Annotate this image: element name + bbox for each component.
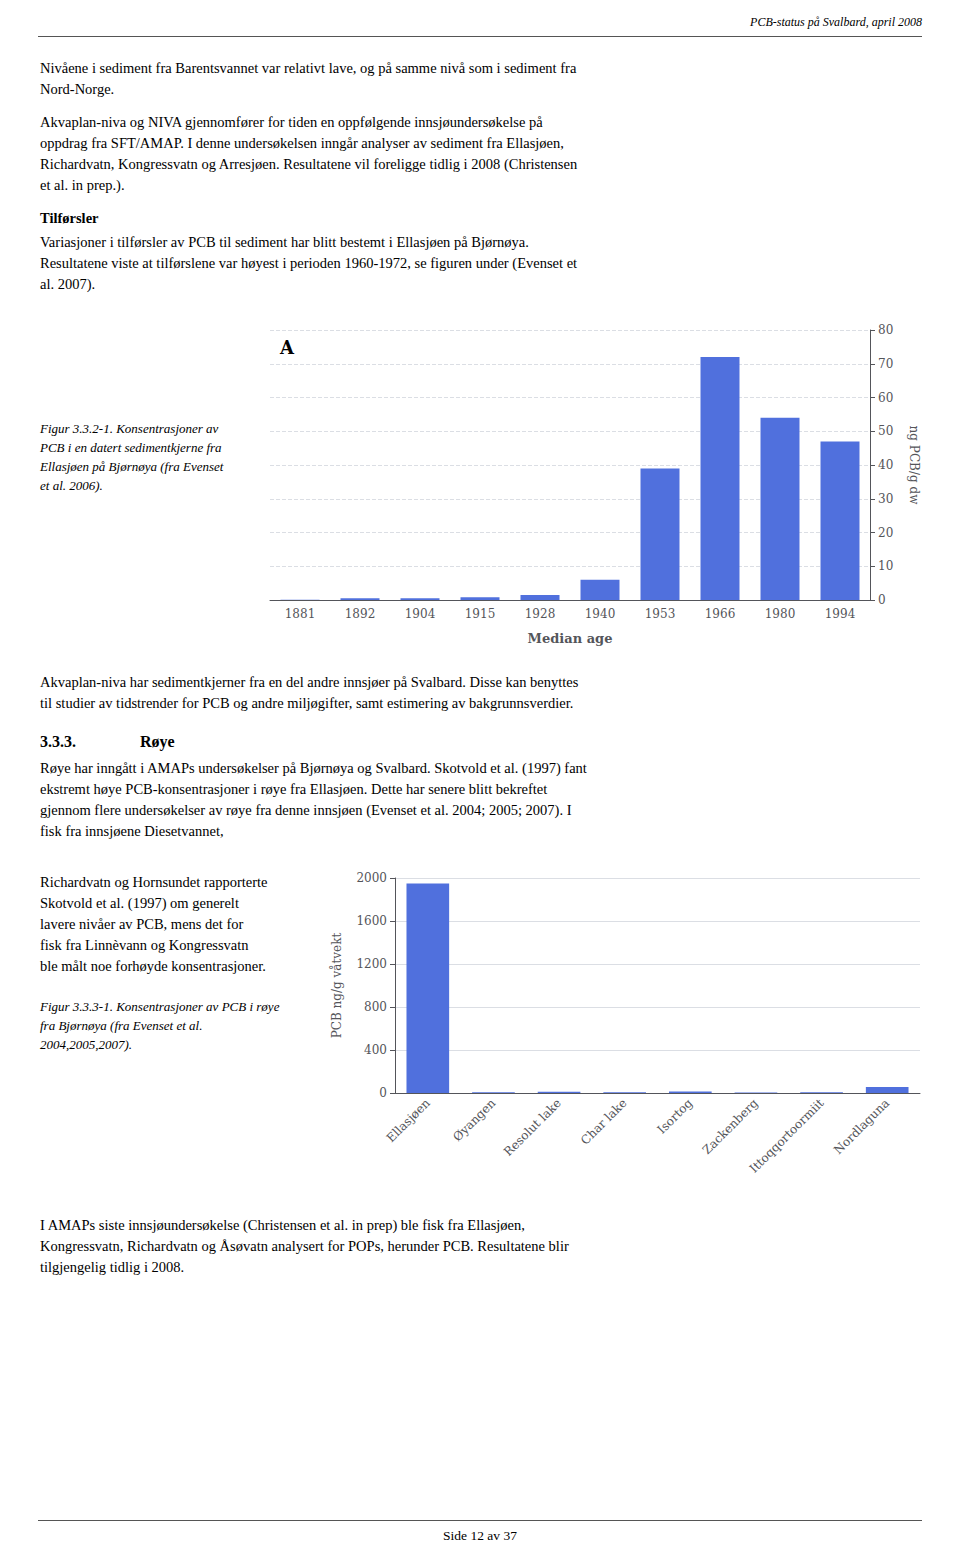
svg-text:1940: 1940 [585, 607, 616, 621]
html-text:Richardvatn og Hornsundet rapp: Richardvatn og Hornsundet rapporterte Sk… [40, 874, 268, 975]
svg-text:0: 0 [878, 593, 886, 607]
svg-text:Median age: Median age [528, 631, 613, 646]
svg-text:0: 0 [379, 1086, 387, 1100]
svg-text:80: 80 [878, 323, 893, 337]
html-text:Variasjoner i tilførsler av PC: Variasjoner i tilførsler av PCB til sedi… [40, 234, 578, 292]
svg-text:1994: 1994 [825, 607, 856, 621]
svg-text:Ittoqqortoormiit: Ittoqqortoormiit [747, 1096, 827, 1176]
svg-text:1928: 1928 [525, 607, 556, 621]
svg-text:ng PCB/g dw: ng PCB/g dw [907, 426, 921, 506]
svg-text:1966: 1966 [705, 607, 736, 621]
svg-text:70: 70 [878, 357, 893, 371]
svg-text:1915: 1915 [465, 607, 496, 621]
svg-text:1600: 1600 [356, 914, 387, 928]
html-text:Side 12 av 37: Side 12 av 37 [443, 1528, 517, 1543]
svg-text:2000: 2000 [356, 871, 387, 885]
svg-text:Zackenberg: Zackenberg [700, 1096, 761, 1157]
html-text:I AMAPs siste innsjøundersøkel: I AMAPs siste innsjøundersøkelse (Christ… [40, 1217, 569, 1275]
svg-text:50: 50 [878, 424, 893, 438]
html-text:Figur 3.3.2-1. Konsentrasjoner: Figur 3.3.2-1. Konsentrasjoner av PCB i … [40, 421, 224, 493]
svg-text:1904: 1904 [405, 607, 436, 621]
svg-text:Nordlaguna: Nordlaguna [831, 1096, 892, 1157]
html-text:Tilførsler: Tilførsler [40, 210, 99, 226]
svg-text:Resolut lake: Resolut lake [501, 1096, 564, 1159]
html-text:Røye: Røye [140, 733, 175, 750]
svg-text:Isortog: Isortog [655, 1096, 696, 1137]
svg-text:30: 30 [878, 492, 893, 506]
svg-text:1953: 1953 [645, 607, 676, 621]
html-text:Akvaplan-niva har sedimentkjer: Akvaplan-niva har sedimentkjerner fra en… [40, 674, 579, 711]
svg-text:60: 60 [878, 391, 893, 405]
html-text:Akvaplan-niva og NIVA gjennomf: Akvaplan-niva og NIVA gjennomfører for t… [40, 114, 578, 193]
html-text:Figur 3.3.3-1. Konsentrasjoner: Figur 3.3.3-1. Konsentrasjoner av PCB i … [40, 999, 280, 1052]
svg-text:1881: 1881 [285, 607, 316, 621]
svg-text:1892: 1892 [345, 607, 376, 621]
svg-text:1980: 1980 [765, 607, 796, 621]
svg-text:Øyangen: Øyangen [450, 1096, 498, 1144]
svg-text:Char lake: Char lake [578, 1096, 630, 1148]
svg-text:20: 20 [878, 526, 893, 540]
html-text:PCB-status på Svalbard, april: PCB-status på Svalbard, april 2008 [750, 15, 922, 29]
svg-text:10: 10 [878, 559, 893, 573]
html-text:Nivåene i sediment fra Barents: Nivåene i sediment fra Barentsvannet var… [40, 60, 577, 97]
svg-text:800: 800 [364, 1000, 387, 1014]
svg-text:A: A [279, 337, 295, 358]
svg-text:40: 40 [878, 458, 893, 472]
svg-text:Ellasjøen: Ellasjøen [384, 1096, 433, 1145]
svg-text:PCB ng/g våtvekt: PCB ng/g våtvekt [329, 933, 344, 1039]
svg-text:1200: 1200 [356, 957, 387, 971]
html-text:3.3.3.: 3.3.3. [40, 733, 76, 750]
svg-text:400: 400 [364, 1043, 387, 1057]
html-text:Røye har inngått i AMAPs under: Røye har inngått i AMAPs undersøkelser p… [40, 760, 587, 839]
